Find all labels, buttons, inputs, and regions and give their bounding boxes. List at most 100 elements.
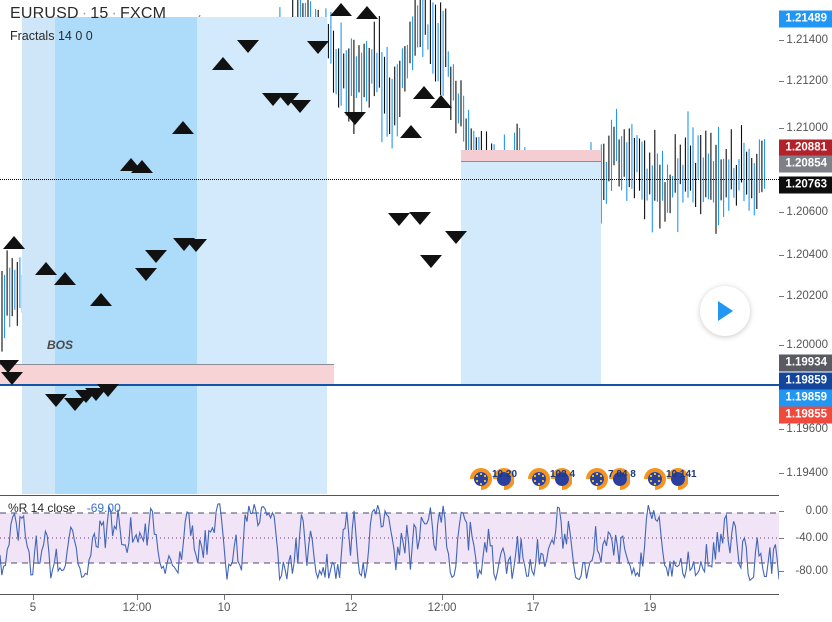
price-tag-notch [779, 184, 783, 186]
target-bar [84, 367, 124, 376]
eu-flag-icon [528, 468, 572, 490]
price-tag-notch [779, 147, 783, 149]
price-tag-notch [779, 380, 783, 382]
price-axis[interactable]: 1.21400 1.21200 1.21000 1.20600 1.20400 1.202… [779, 0, 832, 595]
indicator-tick-label: -80.00 [795, 565, 828, 577]
price-tick-label: 1.21200 [786, 75, 828, 87]
time-tick-label: 19 [643, 602, 657, 614]
price-tick-label: 1.20000 [786, 339, 828, 351]
fractal-up-marker [330, 3, 352, 16]
event-badge-2[interactable]: 103 4 [528, 468, 575, 490]
price-tag-order-upper[interactable]: 1.20854 [779, 155, 832, 173]
replay-play-button[interactable] [700, 286, 750, 336]
fractal-up-marker [356, 6, 378, 19]
fractal-down-marker [0, 360, 19, 373]
time-tick-mark [224, 595, 225, 600]
price-tick-mark [779, 128, 784, 129]
eu-flag-icon [470, 468, 514, 490]
price-series [1, 0, 766, 407]
fractals-indicator-params: 14 0 0 [57, 29, 93, 43]
fractal-up-marker [413, 86, 435, 99]
order-level-blue-line[interactable] [0, 384, 779, 386]
time-tick-mark [442, 595, 443, 600]
event-badge-1[interactable]: 10 20 [470, 468, 517, 490]
indicator-value: -69.00 [86, 501, 121, 515]
time-tick-label: 12:00 [122, 602, 152, 614]
legend-sep-2: · [111, 5, 118, 22]
fractal-up-marker [90, 293, 112, 306]
eu-flag-icon [644, 468, 688, 490]
indicator-tick-label: -40.00 [795, 532, 828, 544]
exchange-label[interactable]: FXCM [120, 5, 167, 22]
price-tag-notch [779, 397, 783, 399]
event-badge-4[interactable]: 10 141 [644, 468, 697, 490]
price-tick-mark [779, 255, 784, 256]
time-tick-mark [351, 595, 352, 600]
price-tick-mark [779, 345, 784, 346]
price-tick-mark [779, 40, 784, 41]
price-tag-alert-lower[interactable]: 1.19859 [779, 389, 832, 407]
time-axis[interactable]: 5 12:00 10 12 12:00 17 19 [0, 595, 779, 622]
time-tick-mark [137, 595, 138, 600]
interval-label[interactable]: 15 [90, 5, 109, 22]
price-tag-notch [779, 414, 783, 416]
indicator-pane[interactable]: %R 14 close -69.00 [0, 497, 779, 595]
fractal-down-marker [135, 268, 157, 281]
fractal-down-marker [1, 372, 23, 385]
price-tick-label: 1.20200 [786, 290, 828, 302]
price-tag-high-alert[interactable]: 1.21489 [779, 10, 832, 28]
price-tick-label: 1.19600 [786, 423, 828, 435]
time-tick-label: 10 [217, 602, 231, 614]
fractal-down-marker [237, 40, 259, 53]
indicator-axis[interactable]: 0.00 -40.00 -80.00 [779, 497, 832, 595]
fractals-indicator-title[interactable]: Fractals [10, 29, 55, 43]
indicator-tick-mark [779, 538, 784, 539]
williams-r-series [0, 503, 779, 582]
price-tag-notch [779, 163, 783, 165]
eu-flag-icon [586, 468, 630, 490]
price-tick-label: 1.20400 [786, 249, 828, 261]
fractal-down-marker [388, 213, 410, 226]
price-tag-notch [779, 18, 783, 20]
time-tick-label: 5 [29, 602, 37, 614]
fractal-down-marker [409, 212, 431, 225]
price-tag-line-level[interactable]: 1.19859 [779, 372, 832, 390]
indicator-tick-label: 0.00 [805, 505, 828, 517]
pane-divider-bottom[interactable] [0, 594, 779, 595]
price-tick-label: 1.21000 [786, 122, 828, 134]
time-tick-mark [33, 595, 34, 600]
price-tick-label: 1.19400 [786, 467, 828, 479]
price-tick-mark [779, 212, 784, 213]
price-tick-mark [779, 429, 784, 430]
fractal-up-marker [172, 121, 194, 134]
indicator-title[interactable]: %R 14 close [8, 501, 76, 515]
legend-sep-1: · [81, 5, 88, 22]
price-tag-last-price[interactable]: 1.20763 [779, 176, 832, 194]
fractal-up-marker [212, 57, 234, 70]
price-pane[interactable]: BOS EURUSD · 15 · FXCM Fractals 14 0 0 10 20… [0, 0, 779, 494]
event-badge-3[interactable]: 7 04 8 [586, 468, 636, 490]
chart-legend: EURUSD · 15 · FXCM Fractals 14 0 0 [10, 5, 166, 43]
fractal-up-marker [3, 236, 25, 249]
fractal-up-marker [131, 160, 153, 173]
fractal-down-marker [97, 384, 119, 397]
pane-divider-top[interactable] [0, 495, 779, 496]
price-tag-stop-upper[interactable]: 1.20881 [779, 139, 832, 157]
price-tag-order-lower[interactable]: 1.19934 [779, 354, 832, 372]
event-badge-values: 10 141 [666, 469, 697, 480]
economic-event-badges[interactable]: 10 20 103 4 7 04 8 10 141 [470, 468, 697, 490]
fractal-down-marker [289, 100, 311, 113]
fractal-up-marker [35, 262, 57, 275]
fractal-up-marker [400, 125, 422, 138]
fractal-up-marker [430, 95, 452, 108]
symbol-label[interactable]: EURUSD [10, 5, 79, 22]
price-tick-label: 1.21400 [786, 34, 828, 46]
indicator-tick-mark [779, 571, 784, 572]
price-tick-mark [779, 81, 784, 82]
entry-marker-box [52, 363, 80, 379]
play-icon [718, 301, 733, 321]
fractal-down-marker [420, 255, 442, 268]
price-tag-stop-lower[interactable]: 1.19855 [779, 406, 832, 424]
time-tick-mark [533, 595, 534, 600]
